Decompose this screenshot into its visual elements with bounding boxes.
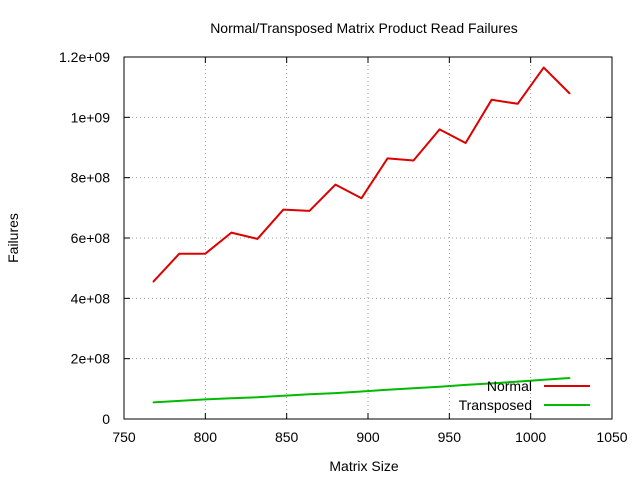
data-point-transposed — [568, 377, 571, 379]
y-tick-label: 8e+08 — [71, 170, 111, 186]
legend: Normal Transposed — [459, 378, 590, 413]
data-point-transposed — [178, 400, 181, 402]
data-point-transposed — [230, 397, 233, 400]
chart-title: Normal/Transposed Matrix Product Read Fa… — [210, 20, 518, 36]
x-tick-label: 900 — [356, 429, 380, 445]
data-point-transposed — [152, 401, 155, 404]
data-point-transposed — [516, 380, 519, 383]
data-point-transposed — [386, 388, 389, 391]
x-tick-label: 950 — [438, 429, 462, 445]
x-axis-label: Matrix Size — [329, 458, 398, 474]
data-point-normal — [412, 159, 415, 162]
data-point-normal — [230, 231, 233, 234]
y-tick-label: 2e+08 — [71, 351, 111, 367]
data-point-normal — [256, 238, 259, 240]
legend-label-transposed: Transposed — [459, 397, 532, 413]
data-point-transposed — [438, 385, 441, 388]
data-point-transposed — [204, 398, 207, 401]
data-point-transposed — [360, 390, 363, 393]
data-point-transposed — [542, 379, 545, 381]
data-point-normal — [282, 208, 285, 211]
data-point-normal — [542, 66, 545, 69]
data-point-normal — [204, 252, 207, 255]
y-tick-label: 0 — [102, 411, 110, 427]
data-point-normal — [386, 157, 389, 160]
y-tick-label: 1e+09 — [71, 109, 111, 125]
x-tick-label: 800 — [194, 429, 218, 445]
tick-labels: 750 800 850 900 950 1000 1050 0 2e+08 4e+08 6e+08 8… — [59, 49, 628, 445]
data-point-transposed — [490, 382, 493, 385]
data-point-normal — [152, 280, 155, 283]
series-layer — [152, 66, 571, 404]
x-tick-label: 1000 — [515, 429, 546, 445]
y-tick-label: 6e+08 — [71, 230, 111, 246]
grid-lines — [124, 57, 612, 419]
y-axis-label: Failures — [5, 213, 21, 263]
data-point-normal — [308, 210, 311, 212]
data-point-transposed — [412, 387, 415, 390]
data-point-normal — [360, 197, 363, 199]
data-point-normal — [568, 92, 571, 95]
data-point-transposed — [334, 392, 337, 394]
data-point-transposed — [464, 384, 467, 386]
data-point-normal — [438, 128, 441, 131]
y-tick-label: 1.2e+09 — [59, 49, 110, 65]
x-tick-label: 1050 — [596, 429, 627, 445]
x-tick-label: 750 — [112, 429, 136, 445]
data-point-transposed — [308, 393, 311, 396]
data-point-normal — [178, 252, 181, 255]
legend-label-normal: Normal — [487, 378, 532, 394]
data-point-normal — [334, 183, 337, 186]
data-point-normal — [490, 99, 493, 101]
plot-border — [123, 56, 613, 420]
data-point-transposed — [256, 396, 259, 399]
y-tick-label: 4e+08 — [71, 290, 111, 306]
data-point-normal — [516, 103, 519, 105]
data-point-transposed — [282, 395, 285, 397]
x-tick-label: 850 — [275, 429, 299, 445]
data-point-normal — [464, 142, 467, 144]
